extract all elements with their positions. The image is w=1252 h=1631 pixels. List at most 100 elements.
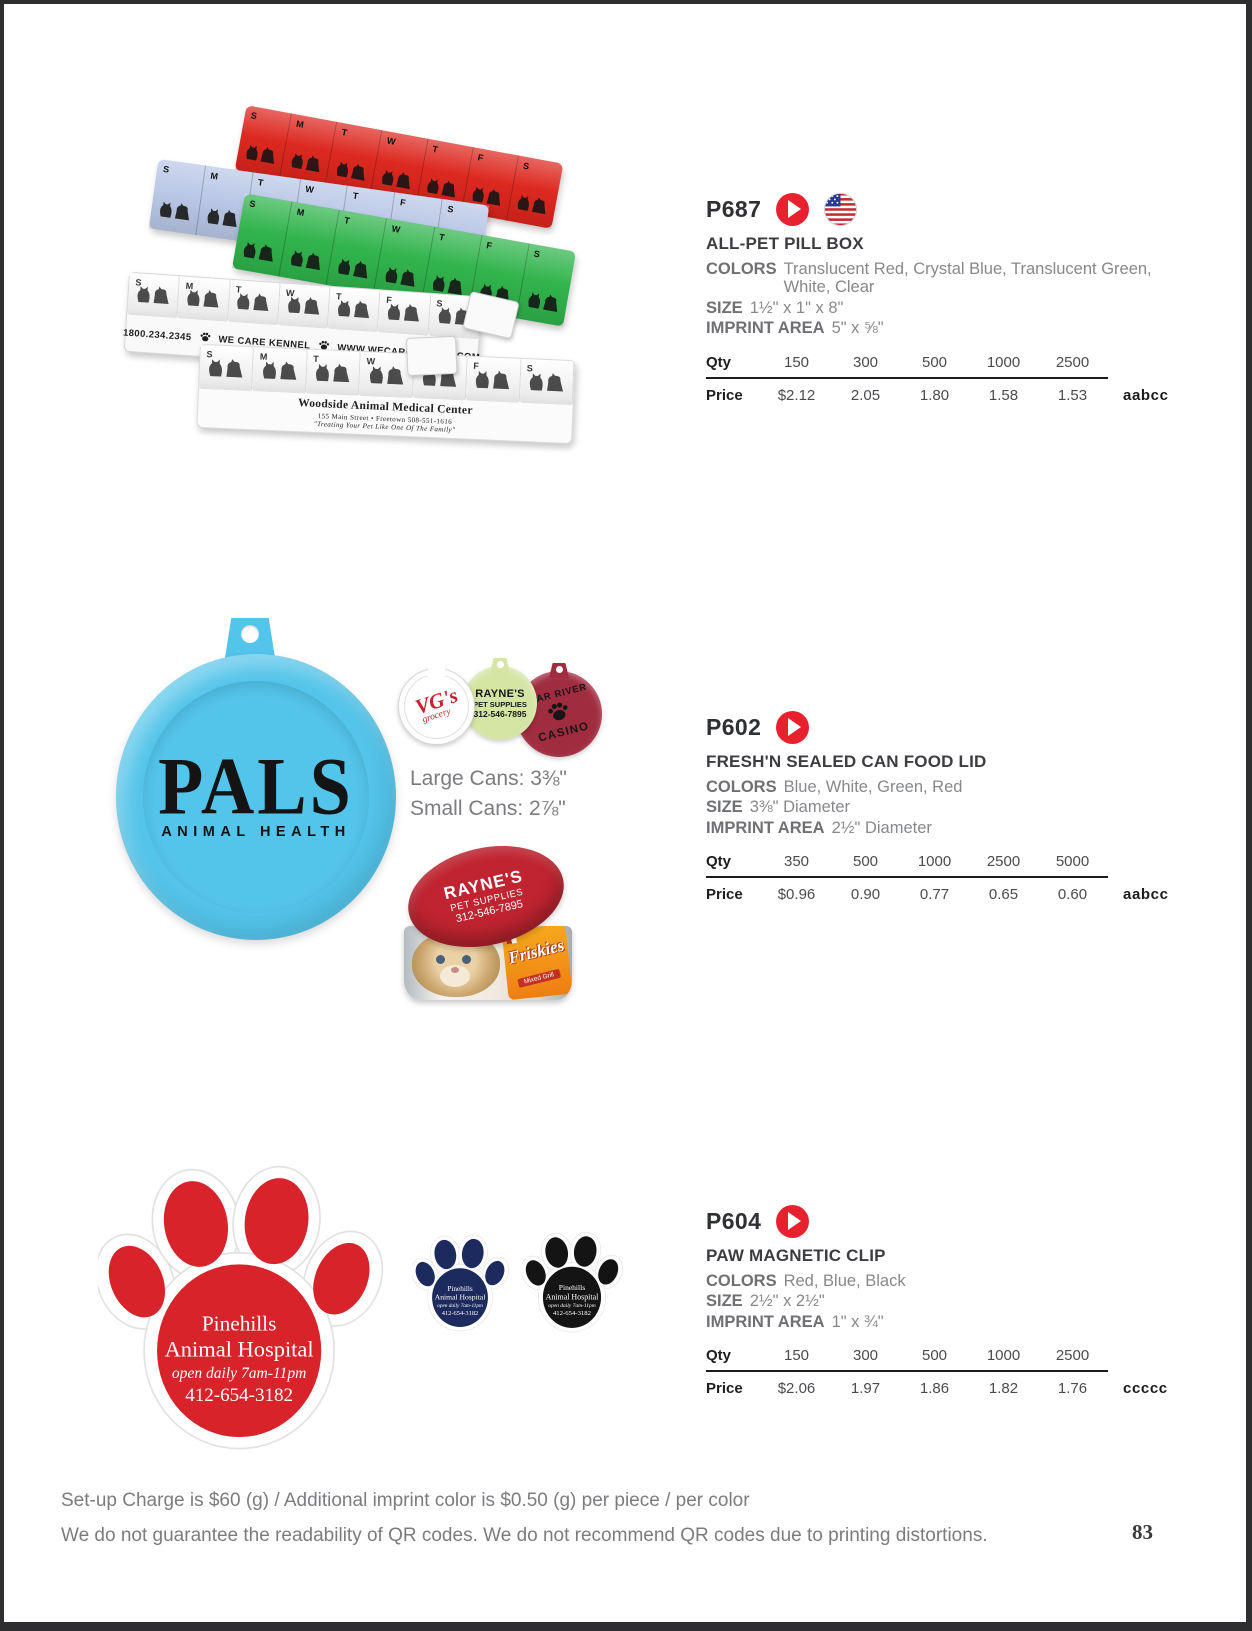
cat-dog-icon bbox=[471, 365, 514, 394]
paw-imprint-line: Animal Hospital bbox=[546, 1292, 599, 1301]
cat-dog-icon bbox=[383, 299, 424, 328]
bear-paw-icon bbox=[544, 698, 574, 730]
day-letter: S bbox=[522, 160, 531, 172]
price-table: Qty 350 500 1000 2500 5000 Price $0.96 0… bbox=[706, 853, 1176, 903]
day-letter: F bbox=[485, 240, 493, 251]
cat-dog-icon bbox=[333, 295, 374, 324]
size-value: 3⅜" Diameter bbox=[749, 798, 851, 817]
paw-print-icon bbox=[199, 331, 211, 346]
paw-imprint-line: open daily 7am-11pm bbox=[548, 1303, 596, 1309]
price-cell: 0.65 bbox=[988, 886, 1019, 904]
table-rule bbox=[706, 376, 1108, 379]
lid-imprint: 312-546-7895 bbox=[473, 708, 527, 719]
pricing-code: ccccc bbox=[1123, 1380, 1168, 1398]
qty-cell: 2500 bbox=[986, 853, 1021, 871]
lid-imprint-title: PALS bbox=[158, 741, 354, 832]
qty-label: Qty bbox=[706, 1347, 732, 1365]
cat-dog-icon bbox=[241, 139, 281, 170]
cat-dog-icon bbox=[467, 181, 507, 212]
price-cell: 0.90 bbox=[850, 886, 881, 904]
price-cell: $2.12 bbox=[777, 386, 816, 404]
price-cell: $0.96 bbox=[777, 886, 816, 904]
paw-magnet-black: Pinehills Animal Hospital open daily 7am… bbox=[522, 1231, 624, 1333]
product-code: P602 bbox=[706, 713, 762, 740]
cat-dog-icon bbox=[286, 147, 326, 178]
colors-value: Translucent Red, Crystal Blue, Transluce… bbox=[783, 260, 1152, 297]
pill-compartment: F bbox=[378, 290, 432, 336]
lid-tab bbox=[490, 658, 510, 673]
pill-compartment: S bbox=[127, 272, 181, 319]
play-video-icon[interactable] bbox=[776, 1204, 810, 1238]
price-table: Qty 150 300 500 1000 2500 Price $2.12 2.… bbox=[706, 354, 1176, 404]
cat-dog-icon bbox=[285, 245, 327, 276]
qty-cell: 2500 bbox=[1055, 1347, 1090, 1365]
price-cell: 1.80 bbox=[919, 386, 950, 404]
cat-dog-icon bbox=[377, 164, 417, 195]
table-rule bbox=[706, 876, 1108, 879]
price-cell: 1.86 bbox=[919, 1380, 950, 1398]
day-letter: S bbox=[248, 198, 257, 210]
price-label: Price bbox=[706, 386, 743, 404]
pill-compartment: F bbox=[465, 356, 522, 404]
play-video-icon[interactable] bbox=[776, 192, 810, 226]
setup-charge-note: Set-up Charge is $60 (g) / Additional im… bbox=[61, 1490, 750, 1511]
paw-magnet-red: Pinehills Animal Hospital open daily 7am… bbox=[98, 1165, 384, 1450]
pill-compartment: M bbox=[177, 276, 231, 322]
play-video-icon[interactable] bbox=[776, 710, 810, 744]
table-rule bbox=[706, 1370, 1108, 1373]
imprint-area-value: 5" x ⅝" bbox=[831, 319, 884, 338]
qty-label: Qty bbox=[706, 853, 732, 871]
price-cell: 1.82 bbox=[988, 1380, 1019, 1398]
day-letter: T bbox=[343, 215, 351, 226]
pill-compartment: S bbox=[148, 159, 206, 236]
product-code: P604 bbox=[706, 1207, 762, 1234]
pill-compartment: S bbox=[199, 344, 255, 392]
day-letter: M bbox=[209, 170, 219, 182]
day-letter: T bbox=[438, 231, 446, 243]
product-name: FRESH'N SEALED CAN FOOD LID bbox=[706, 752, 987, 771]
pill-compartment: S bbox=[231, 193, 293, 277]
pill-compartment: T bbox=[421, 226, 483, 311]
cat-dog-icon bbox=[205, 354, 248, 383]
lid-tab bbox=[426, 661, 447, 676]
size-label: SIZE bbox=[706, 798, 743, 817]
cat-dog-icon bbox=[202, 203, 243, 233]
page-number: 83 bbox=[1132, 1520, 1153, 1544]
qty-cell: 300 bbox=[852, 353, 879, 371]
size-value: 1½" x 1" x 8" bbox=[749, 298, 844, 317]
lid-tab bbox=[549, 663, 569, 678]
cat-dog-icon bbox=[233, 288, 274, 317]
cat-dog-icon bbox=[513, 189, 553, 220]
qty-cell: 350 bbox=[783, 853, 810, 871]
day-letter: W bbox=[390, 223, 401, 235]
day-letter: M bbox=[296, 206, 306, 218]
price-cell: 1.58 bbox=[988, 386, 1019, 404]
day-letter: S bbox=[446, 203, 455, 215]
play-triangle bbox=[788, 718, 802, 736]
cat-dog-icon bbox=[238, 236, 280, 267]
qr-code-disclaimer: We do not guarantee the readability of Q… bbox=[61, 1525, 988, 1546]
day-letter: S bbox=[533, 248, 541, 260]
colors-value: Red, Blue, Black bbox=[783, 1272, 906, 1290]
paw-imprint-line: Pinehills bbox=[559, 1283, 585, 1292]
small-cans-note: Small Cans: 2⅞" bbox=[410, 797, 566, 821]
imprint-area-value: 2½" Diameter bbox=[831, 818, 932, 837]
pill-compartment: F bbox=[461, 147, 519, 221]
product-code: P687 bbox=[706, 195, 762, 222]
pill-compartment: S bbox=[234, 105, 293, 179]
pill-compartment: S bbox=[519, 358, 575, 406]
pill-compartment: W bbox=[370, 130, 429, 204]
pill-compartment: T bbox=[327, 286, 381, 333]
lid-tab-hole bbox=[241, 625, 259, 643]
day-letter: S bbox=[162, 163, 170, 175]
lid-tab-hole bbox=[433, 664, 440, 671]
paw-imprint-line: open daily 7am-11pm bbox=[172, 1365, 306, 1382]
product-info-p602: P602 FRESH'N SEALED CAN FOOD LID COLORS B… bbox=[706, 710, 1176, 903]
cat-dog-icon bbox=[283, 292, 324, 321]
size-label: SIZE bbox=[706, 1292, 743, 1311]
qty-cell: 150 bbox=[783, 353, 810, 371]
imprint-area-label: IMPRINT AREA bbox=[706, 1312, 825, 1331]
cat-dog-icon bbox=[154, 196, 195, 226]
